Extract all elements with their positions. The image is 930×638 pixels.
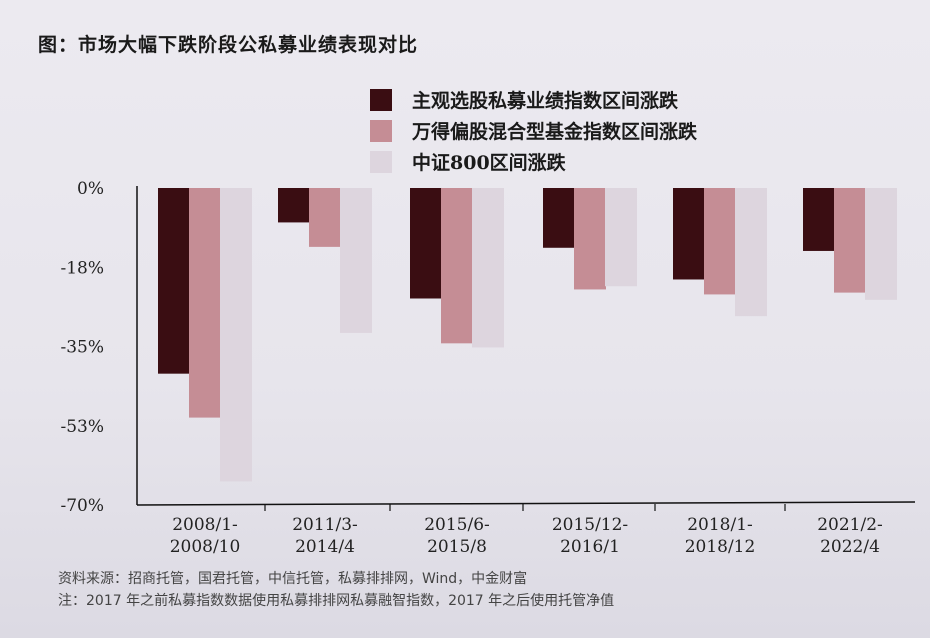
x-tick-label: 2021/2- <box>817 515 883 535</box>
x-tick-label: 2018/12 <box>685 537 756 557</box>
bar <box>574 188 606 290</box>
chart-title: 图：市场大幅下跌阶段公私募业绩表现对比 <box>38 34 419 56</box>
bar <box>441 188 473 344</box>
x-tick-label: 2018/1- <box>687 515 753 535</box>
y-tick-label: 0% <box>77 179 104 199</box>
legend-swatch <box>370 119 392 142</box>
legend-swatch <box>370 150 392 173</box>
x-tick-label: 2016/1 <box>560 537 620 557</box>
footnotes: 资料来源：招商托管，国君托管，中信托管，私募排排网，Wind，中金财富 注：20… <box>58 568 614 612</box>
legend: 主观选股私募业绩指数区间涨跌 万得偏股混合型基金指数区间涨跌 中证800区间涨跌 <box>370 84 697 177</box>
legend-label: 万得偏股混合型基金指数区间涨跌 <box>412 121 698 143</box>
x-tick-label: 2014/4 <box>295 537 355 557</box>
bar <box>543 188 575 248</box>
y-tick-label: -70% <box>60 496 104 516</box>
bar <box>704 188 736 295</box>
legend-item: 主观选股私募业绩指数区间涨跌 <box>370 84 697 115</box>
legend-item: 万得偏股混合型基金指数区间涨跌 <box>370 115 697 146</box>
y-tick-label: -35% <box>60 338 104 358</box>
source-note: 资料来源：招商托管，国君托管，中信托管，私募排排网，Wind，中金财富 <box>58 571 528 587</box>
bar <box>158 188 190 374</box>
bar <box>673 188 705 280</box>
bar <box>309 188 341 247</box>
y-tick-label: -18% <box>60 258 104 278</box>
legend-label: 中证800区间涨跌 <box>412 152 566 174</box>
x-tick-label: 2015/8 <box>427 537 487 557</box>
bar <box>410 188 442 299</box>
legend-swatch <box>370 88 392 111</box>
x-tick-label: 2022/4 <box>820 537 880 557</box>
x-tick-label: 2008/1- <box>172 515 238 535</box>
x-tick-label: 2015/12- <box>552 515 628 535</box>
x-tick-label: 2015/6- <box>424 515 490 535</box>
bar <box>605 188 637 287</box>
bar <box>735 188 767 317</box>
bar <box>189 188 221 418</box>
bar <box>472 188 504 348</box>
bar <box>865 188 897 300</box>
bar <box>803 188 835 251</box>
legend-label: 主观选股私募业绩指数区间涨跌 <box>412 90 679 112</box>
legend-item: 中证800区间涨跌 <box>370 146 697 177</box>
x-axis <box>136 501 916 506</box>
bar <box>834 188 866 293</box>
bar <box>340 188 372 333</box>
method-note: 注：2017 年之前私募指数数据使用私募排排网私募融智指数，2017 年之后使用… <box>58 593 615 609</box>
bar <box>220 188 252 482</box>
y-tick-label: -53% <box>60 417 104 437</box>
bar <box>278 188 310 223</box>
x-tick-label: 2011/3- <box>292 515 358 535</box>
x-tick-label: 2008/10 <box>170 537 241 557</box>
